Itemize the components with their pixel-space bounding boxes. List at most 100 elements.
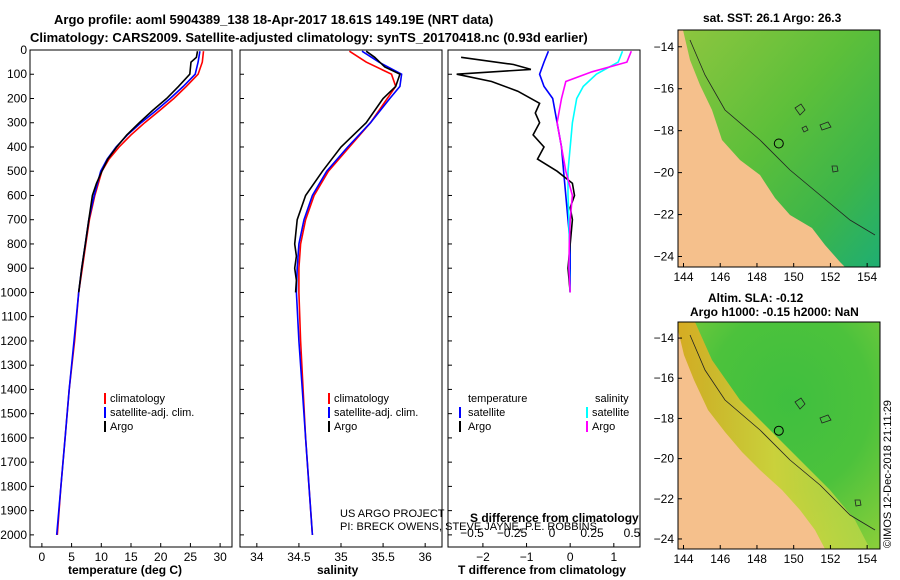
salinity-panel [239,49,443,548]
title-line-2: Climatology: CARS2009. Satellite-adjuste… [30,30,588,45]
x-tick-label: 1 [610,550,617,564]
depth-tick-label: 300 [7,116,27,130]
depth-tick-label: 900 [7,261,27,275]
depth-tick-label: 800 [7,237,27,251]
difference-x-label: T difference from climatology [458,563,626,577]
legend-swatch-climatology [328,393,330,404]
salinity-legend: climatology satellite-adj. clim. Argo [328,393,418,433]
depth-tick-label: 1800 [0,479,27,493]
legend-swatch-satellite [104,407,106,418]
map-x-tick-label: 150 [784,270,804,284]
salinity-plot [293,50,403,535]
depth-tick-label: 1500 [0,407,27,421]
x-tick-label: 15 [124,550,138,564]
map-y-tick-label: −24 [654,532,675,546]
map-y-tick-label: −22 [654,492,675,506]
series-line-salinity-argo [556,50,633,293]
depth-axis: 0 100 200 300 400 500 600 700 800 900 1000 1100 1200… [0,43,452,542]
depth-tick-label: 500 [7,164,27,178]
map-y-tick-label: −20 [654,452,675,466]
legend-label-sal-argo: Argo [592,421,615,433]
top-tick-label: −0.5 [460,526,484,540]
depth-tick-label: 400 [7,140,27,154]
x-tick-label: 10 [95,550,109,564]
depth-tick-label: 600 [7,188,27,202]
sst-map-title: sat. SST: 26.1 Argo: 26.3 [703,11,842,25]
x-tick-label: 35 [334,550,348,564]
sst-map-axes: 144 146 148 150 152 154 −14 −16 −18 −20 −22 −24 [654,40,878,284]
series-line-temperature-argo [456,56,576,293]
map-y-tick-label: −14 [654,331,675,345]
map-y-tick-label: −24 [654,250,675,264]
top-tick-label: −0.25 [497,526,528,540]
x-tick-label: 35.5 [371,550,395,564]
x-tick-label: 30 [213,550,227,564]
map-x-tick-label: 144 [673,552,693,566]
x-tick-label: 36 [418,550,432,564]
map-y-tick-label: −16 [654,82,675,96]
sla-reefs [794,397,862,507]
legend-label-satellite: satellite-adj. clim. [334,407,418,419]
legend-label-sal-satellite: satellite [592,407,629,419]
difference-plot [456,50,633,293]
map-x-tick-label: 144 [673,270,693,284]
map-x-tick-label: 150 [784,552,804,566]
series-line-satellite-adj-clim- [55,51,201,535]
legend-swatch-sal-satellite [586,407,588,418]
depth-tick-label: 1300 [0,358,27,372]
series-line-climatology [298,50,397,535]
map-x-tick-label: 146 [710,270,730,284]
sst-reefs [794,103,839,173]
sla-land [678,330,825,549]
legend-title-salinity: salinity [595,393,629,405]
depth-tick-label: 1900 [0,504,27,518]
temperature-x-label: temperature (deg C) [68,563,182,577]
legend-swatch-climatology [104,393,106,404]
map-y-tick-label: −20 [654,166,675,180]
side-note: ©IMOS 12-Dec-2018 21:11:29 [882,400,894,548]
legend-swatch-temp-satellite [459,407,461,418]
depth-tick-label: 100 [7,67,27,81]
map-y-tick-label: −14 [654,40,675,54]
map-x-tick-label: 154 [857,270,877,284]
x-tick-label: 0 [39,550,46,564]
legend-label-climatology: climatology [110,393,166,405]
legend-title-temperature: temperature [468,393,527,405]
sst-map [677,29,881,268]
x-tick-label: 25 [184,550,198,564]
salinity-x-label: salinity [317,563,359,577]
sla-map [677,321,881,550]
sla-map-title-2: Argo h1000: -0.15 h2000: NaN [690,305,859,319]
map-y-tick-label: −16 [654,371,675,385]
sst-map-frame [677,29,881,268]
legend-label-climatology: climatology [334,393,390,405]
temperature-panel [29,49,233,548]
x-tick-labels: 0 5 10 15 20 25 30 34 34.5 35 35.5 36 −2 −1 0 1 −0.5 −0.2… [39,526,641,564]
depth-tick-label: 1400 [0,382,27,396]
series-line-argo [293,50,401,293]
x-tick-label: −1 [520,550,534,564]
map-y-tick-label: −22 [654,208,675,222]
credit-project: US ARGO PROJECT [340,508,445,520]
top-tick-label: 0.25 [580,526,604,540]
legend-swatch-argo [328,421,330,432]
depth-tick-label: 200 [7,91,27,105]
legend-swatch-temp-argo [459,421,461,432]
credit-pi: PI: BRECK OWENS, STEVE JAYNE, P.E. ROBBI… [340,521,597,533]
depth-tick-label: 1000 [0,285,27,299]
x-tick-label: 0 [567,550,574,564]
map-x-tick-label: 148 [747,552,767,566]
depth-tick-label: 1700 [0,455,27,469]
legend-label-satellite: satellite-adj. clim. [110,407,194,419]
map-y-tick-label: −18 [654,124,675,138]
legend-label-temp-argo: Argo [468,421,491,433]
map-x-tick-label: 148 [747,270,767,284]
series-line-salinity-satellite [567,50,624,293]
map-y-tick-label: −18 [654,411,675,425]
difference-panel [447,49,641,548]
depth-tick-label: 0 [20,43,27,57]
temperature-legend: climatology satellite-adj. clim. Argo [104,393,194,433]
map-x-tick-label: 146 [710,552,730,566]
depth-tick-label: 1600 [0,431,27,445]
